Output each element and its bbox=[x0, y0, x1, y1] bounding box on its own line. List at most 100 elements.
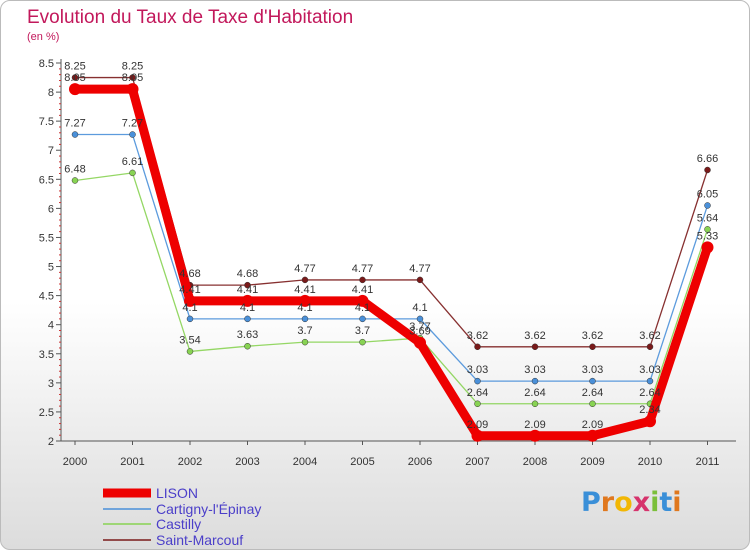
legend-label: Cartigny-l'Épinay bbox=[156, 501, 261, 517]
y-tick-label: 3.5 bbox=[39, 349, 54, 361]
data-point bbox=[529, 429, 541, 442]
legend-label: Castilly bbox=[156, 516, 201, 532]
x-tick-label: 2008 bbox=[523, 456, 547, 468]
data-point bbox=[704, 202, 711, 209]
data-point bbox=[186, 348, 194, 355]
data-point bbox=[356, 294, 369, 307]
logo-letter: x bbox=[632, 487, 651, 518]
data-point bbox=[71, 131, 79, 138]
data-point bbox=[186, 315, 194, 323]
x-tick-label: 2011 bbox=[696, 456, 720, 468]
data-label: 3.03 bbox=[582, 364, 603, 376]
data-label: 3.62 bbox=[639, 330, 660, 342]
data-label: 3.03 bbox=[639, 364, 660, 376]
data-label: 4.1 bbox=[355, 302, 370, 314]
data-label: 3.54 bbox=[179, 334, 200, 346]
data-label: 3.03 bbox=[467, 364, 488, 376]
logo-letter: t bbox=[659, 487, 673, 518]
x-tick-label: 2006 bbox=[408, 456, 432, 468]
y-tick-label: 5.5 bbox=[39, 232, 54, 244]
data-label: 2.34 bbox=[639, 404, 660, 416]
y-tick-label: 3 bbox=[48, 378, 54, 390]
data-point bbox=[301, 315, 309, 323]
data-point bbox=[359, 338, 366, 346]
data-point bbox=[244, 315, 251, 323]
data-label: 3.63 bbox=[237, 329, 258, 341]
data-label: 8.05 bbox=[122, 72, 143, 84]
data-label: 2.64 bbox=[639, 387, 660, 399]
data-point bbox=[359, 276, 366, 284]
data-label: 6.05 bbox=[697, 188, 718, 200]
data-point bbox=[531, 400, 539, 408]
data-label: 8.25 bbox=[122, 61, 143, 73]
x-tick-label: 2000 bbox=[63, 456, 87, 468]
y-tick-label: 4 bbox=[48, 320, 54, 332]
y-tick-label: 7 bbox=[48, 145, 54, 157]
data-label: 8.25 bbox=[64, 61, 85, 73]
data-point bbox=[704, 166, 711, 174]
x-tick-label: 2002 bbox=[178, 456, 202, 468]
data-point bbox=[531, 343, 539, 351]
y-tick-label: 5 bbox=[48, 262, 54, 274]
data-label: 4.1 bbox=[412, 302, 427, 314]
series-lines bbox=[69, 74, 714, 442]
series-line bbox=[74, 172, 709, 405]
data-label: 2.64 bbox=[524, 387, 545, 399]
data-label: 2.09 bbox=[524, 419, 545, 431]
data-point bbox=[299, 294, 311, 307]
data-label: 2.64 bbox=[582, 387, 603, 399]
data-label: 2.64 bbox=[467, 387, 488, 399]
proxiti-logo: Proxiti bbox=[581, 487, 682, 518]
y-tick-label: 4.5 bbox=[39, 291, 54, 303]
data-label: 4.41 bbox=[294, 284, 315, 296]
data-point bbox=[474, 377, 481, 385]
data-point bbox=[416, 276, 424, 284]
data-label: 4.68 bbox=[237, 268, 258, 280]
data-label: 4.41 bbox=[237, 284, 258, 296]
data-point bbox=[644, 415, 656, 428]
data-label: 4.1 bbox=[297, 302, 312, 314]
logo-letter: o bbox=[614, 487, 633, 518]
data-point bbox=[474, 400, 481, 408]
data-label: 7.27 bbox=[122, 118, 143, 130]
data-label: 4.77 bbox=[352, 263, 373, 275]
y-tick-label: 8 bbox=[48, 87, 54, 99]
data-point bbox=[474, 343, 481, 351]
data-point bbox=[241, 294, 254, 307]
data-point bbox=[471, 429, 484, 442]
data-label: 6.61 bbox=[122, 156, 143, 168]
data-point bbox=[646, 377, 654, 385]
data-point bbox=[586, 429, 599, 442]
data-point bbox=[359, 315, 366, 323]
data-point bbox=[184, 294, 196, 307]
data-label: 5.64 bbox=[697, 212, 718, 224]
logo-letter: i bbox=[650, 487, 660, 518]
x-tick-label: 2007 bbox=[465, 456, 489, 468]
data-label: 4.77 bbox=[409, 263, 430, 275]
data-label: 4.1 bbox=[182, 302, 197, 314]
series-line bbox=[74, 133, 709, 382]
y-tick-label: 2.5 bbox=[39, 407, 54, 419]
data-point bbox=[126, 83, 139, 96]
data-point bbox=[301, 338, 309, 346]
data-point bbox=[129, 131, 136, 138]
data-point bbox=[129, 74, 136, 81]
data-label: 3.62 bbox=[467, 330, 488, 342]
data-label: 6.48 bbox=[64, 163, 85, 175]
logo-letter: i bbox=[672, 487, 682, 518]
data-point bbox=[244, 281, 251, 289]
chart-title: Evolution du Taux de Taxe d'Habitation bbox=[27, 7, 354, 28]
data-label: 2.09 bbox=[582, 419, 603, 431]
data-label: 4.41 bbox=[352, 284, 373, 296]
y-tick-label: 2 bbox=[48, 436, 54, 448]
data-point bbox=[414, 336, 426, 349]
x-tick-label: 2003 bbox=[235, 456, 259, 468]
data-point bbox=[646, 343, 654, 351]
data-point bbox=[531, 377, 539, 385]
data-point bbox=[129, 169, 136, 177]
legend-label: LISON bbox=[156, 485, 198, 501]
x-tick-label: 2010 bbox=[638, 456, 662, 468]
data-point bbox=[71, 74, 79, 81]
